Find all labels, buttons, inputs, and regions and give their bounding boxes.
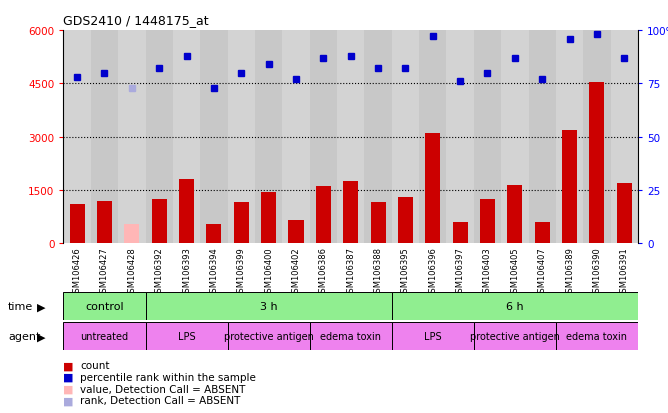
- Bar: [453, 222, 468, 244]
- Text: ■: ■: [63, 395, 74, 405]
- Bar: [97, 201, 112, 244]
- Bar: [501, 31, 528, 244]
- Text: rank, Detection Call = ABSENT: rank, Detection Call = ABSENT: [80, 395, 240, 405]
- FancyBboxPatch shape: [146, 323, 228, 350]
- Text: edema toxin: edema toxin: [566, 331, 627, 342]
- Bar: [234, 203, 248, 244]
- Bar: [179, 180, 194, 244]
- Text: ■: ■: [63, 361, 74, 370]
- Text: control: control: [86, 301, 124, 311]
- Bar: [589, 82, 605, 244]
- FancyBboxPatch shape: [391, 323, 474, 350]
- Bar: [337, 31, 364, 244]
- Bar: [63, 31, 91, 244]
- Bar: [371, 203, 385, 244]
- Bar: [507, 185, 522, 244]
- Bar: [69, 205, 85, 244]
- Text: 3 h: 3 h: [260, 301, 277, 311]
- Bar: [391, 31, 419, 244]
- Text: LPS: LPS: [178, 331, 195, 342]
- Bar: [419, 31, 446, 244]
- Bar: [289, 221, 303, 244]
- Bar: [528, 31, 556, 244]
- Text: agent: agent: [8, 332, 40, 342]
- Text: 6 h: 6 h: [506, 301, 524, 311]
- Text: ■: ■: [63, 372, 74, 382]
- Bar: [426, 134, 440, 244]
- Bar: [343, 182, 358, 244]
- Bar: [617, 183, 632, 244]
- FancyBboxPatch shape: [310, 323, 391, 350]
- Bar: [398, 197, 413, 244]
- Text: GDS2410 / 1448175_at: GDS2410 / 1448175_at: [63, 14, 209, 27]
- Text: protective antigen: protective antigen: [224, 331, 313, 342]
- FancyBboxPatch shape: [63, 323, 146, 350]
- Text: LPS: LPS: [424, 331, 442, 342]
- Bar: [228, 31, 255, 244]
- Text: edema toxin: edema toxin: [320, 331, 381, 342]
- FancyBboxPatch shape: [63, 292, 146, 320]
- Text: ■: ■: [63, 384, 74, 394]
- FancyBboxPatch shape: [228, 323, 310, 350]
- Bar: [534, 222, 550, 244]
- Text: value, Detection Call = ABSENT: value, Detection Call = ABSENT: [80, 384, 246, 394]
- Bar: [173, 31, 200, 244]
- Bar: [474, 31, 501, 244]
- Bar: [152, 199, 167, 244]
- Bar: [310, 31, 337, 244]
- Bar: [283, 31, 310, 244]
- Bar: [446, 31, 474, 244]
- Bar: [562, 130, 577, 244]
- Text: untreated: untreated: [80, 331, 128, 342]
- Bar: [583, 31, 611, 244]
- Bar: [316, 187, 331, 244]
- Bar: [206, 224, 221, 244]
- FancyBboxPatch shape: [474, 323, 556, 350]
- Bar: [556, 31, 583, 244]
- Bar: [124, 224, 140, 244]
- Text: protective antigen: protective antigen: [470, 331, 560, 342]
- Bar: [611, 31, 638, 244]
- Bar: [118, 31, 146, 244]
- Text: percentile rank within the sample: percentile rank within the sample: [80, 372, 256, 382]
- Bar: [480, 199, 495, 244]
- FancyBboxPatch shape: [146, 292, 391, 320]
- Bar: [255, 31, 283, 244]
- Bar: [91, 31, 118, 244]
- FancyBboxPatch shape: [391, 292, 638, 320]
- Bar: [146, 31, 173, 244]
- Text: ▶: ▶: [37, 301, 45, 311]
- FancyBboxPatch shape: [556, 323, 638, 350]
- Bar: [261, 192, 276, 244]
- Text: time: time: [8, 301, 33, 311]
- Bar: [364, 31, 391, 244]
- Bar: [200, 31, 228, 244]
- Text: count: count: [80, 361, 110, 370]
- Text: ▶: ▶: [37, 332, 45, 342]
